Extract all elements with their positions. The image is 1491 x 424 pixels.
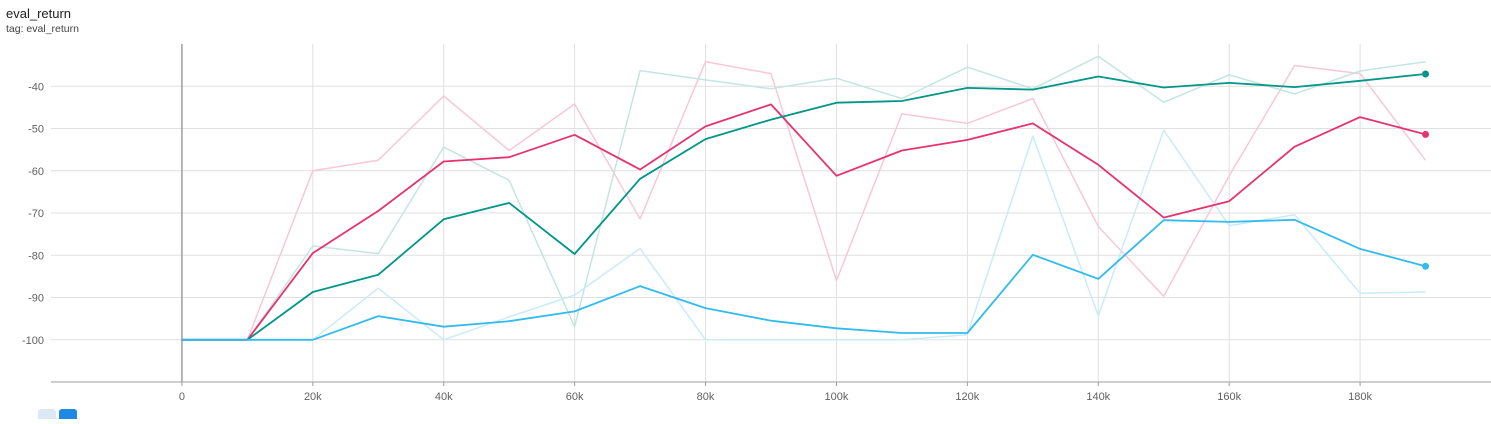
series-end-point-0 — [1422, 130, 1430, 138]
x-tick-label: 120k — [955, 391, 979, 403]
raw-series-line-1 — [181, 55, 1426, 341]
x-tick-label: 0 — [179, 391, 185, 403]
x-tick-label: 40k — [435, 391, 453, 403]
x-tick-label: 80k — [697, 391, 715, 403]
series-end-point-1 — [1422, 70, 1430, 78]
y-tick-label: -50 — [28, 124, 44, 136]
y-tick-label: -60 — [28, 166, 44, 178]
smoothed-series-line-1 — [181, 73, 1426, 341]
y-tick-label: -90 — [28, 293, 44, 305]
y-tick-label: -100 — [22, 335, 44, 347]
x-tick-label: 140k — [1086, 391, 1110, 403]
y-tick-label: -70 — [28, 208, 44, 220]
y-tick-label: -40 — [28, 81, 44, 93]
y-tick-label: -80 — [28, 250, 44, 262]
x-tick-label: 180k — [1348, 391, 1372, 403]
chart-tag: tag: eval_return — [6, 23, 79, 35]
raw-series-line-0 — [181, 60, 1427, 341]
chart-toolbar — [38, 406, 80, 419]
series-end-point-2 — [1422, 262, 1430, 270]
x-tick-label: 60k — [566, 391, 584, 403]
line-chart: 0 20k 40k 60k 80k 100k 120k 140k 160k 180k -100 -90… — [22, 44, 1491, 403]
chart-title: eval_return — [6, 6, 72, 21]
x-tick-label: 160k — [1217, 391, 1241, 403]
raw-series-line-2 — [181, 129, 1426, 341]
x-tick-label: 20k — [304, 391, 322, 403]
x-tick-label: 100k — [825, 391, 849, 403]
smoothed-series-line-2 — [181, 218, 1426, 341]
smoothed-series-line-0 — [181, 103, 1426, 341]
